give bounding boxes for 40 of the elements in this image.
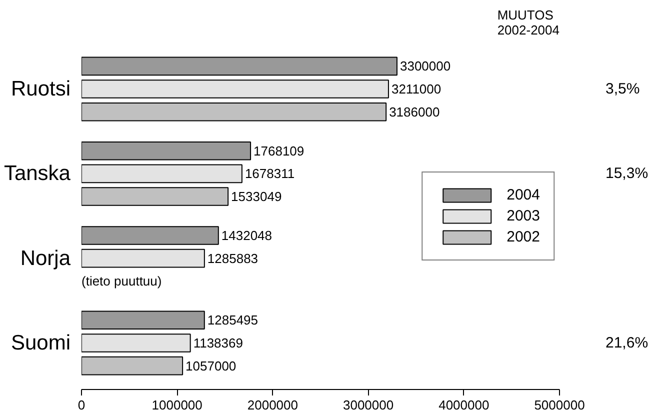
annotation: (tieto puuttuu) (82, 274, 162, 289)
legend-label: 2004 (506, 186, 540, 203)
bar (82, 248, 205, 268)
text: 3,5% (606, 80, 640, 98)
bar (82, 80, 389, 98)
x-tick-label: 4000000 (438, 398, 490, 412)
data-label: 1533049 (231, 189, 282, 204)
data-label: 1285883 (207, 250, 258, 266)
bar (82, 187, 229, 206)
y-tick-label: Suomi (10, 331, 71, 354)
data-label: 1285495 (207, 312, 258, 328)
bar (82, 334, 191, 352)
bar (82, 164, 242, 184)
data-label: 1768109 (254, 143, 304, 158)
x-tick-label: 3000000 (342, 398, 394, 412)
y-tick-label: Ruotsi (10, 78, 71, 101)
data-label: 1138369 (193, 335, 243, 350)
data-label: 1678311 (244, 166, 295, 182)
bar (82, 226, 219, 245)
text: MUUTOS 2002-2004 (497, 8, 560, 38)
data-label: 3186000 (389, 104, 440, 120)
bar (82, 56, 398, 76)
bar (82, 356, 184, 376)
text: 21,6% (606, 334, 648, 352)
legend-label: 2002 (506, 228, 540, 245)
y-tick-label: Norja (20, 246, 71, 270)
data-label: 1057000 (186, 358, 236, 374)
legend-label: 2003 (506, 207, 540, 224)
data-label: 1432048 (221, 228, 272, 243)
bar (82, 310, 205, 330)
x-tick-label: 0 (78, 398, 86, 412)
text: 15,3% (606, 165, 648, 182)
x-tick-label: 5000000 (534, 398, 585, 412)
data-label: 3211000 (391, 82, 442, 97)
bar (82, 141, 252, 160)
y-tick-label: Tanska (4, 162, 71, 186)
x-tick-label: 1000000 (152, 398, 202, 412)
bar (82, 102, 387, 122)
data-label: 3300000 (400, 58, 451, 74)
x-tick-label: 2000000 (247, 398, 298, 412)
